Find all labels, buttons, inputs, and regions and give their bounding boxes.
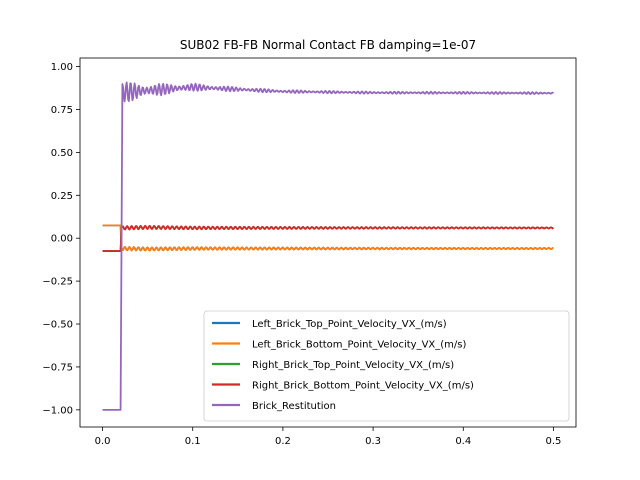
series-line-4 [102,224,554,252]
x-tick-label: 0.4 [455,436,471,447]
y-tick-label: 0.50 [51,148,73,159]
legend: Left_Brick_Top_Point_Velocity_VX_(m/s) Le… [203,310,570,422]
y-tick-label: −0.50 [42,320,73,331]
plot-frame [79,57,577,428]
y-tick-label: 0.00 [51,234,73,245]
x-axis: 0.0 0.1 0.2 0.3 0.4 0.5 [95,427,562,447]
legend-box [203,310,570,422]
x-tick-label: 0.1 [185,436,201,447]
y-axis: 1.00 0.75 0.50 0.25 0.00 −0.25 −0.50 −0.75 −1.00 [42,62,80,416]
x-tick-label: 0.0 [95,436,111,447]
legend-label-4: Right_Brick_Bottom_Point_Velocity_VX_(m/… [252,381,474,392]
legend-label-2: Left_Brick_Bottom_Point_Velocity_VX_(m/s… [252,340,467,351]
series-line-5 [102,81,555,411]
legend-label-1: Left_Brick_Top_Point_Velocity_VX_(m/s) [252,319,447,330]
y-tick-label: 0.25 [51,191,73,202]
chart-title: SUB02 FB-FB Normal Contact FB damping=1e… [180,38,476,52]
x-tick-label: 0.5 [546,436,562,447]
plot-lines [102,81,555,411]
y-tick-label: −0.25 [42,277,73,288]
y-tick-label: −1.00 [42,405,73,416]
y-tick-label: 1.00 [51,62,73,73]
legend-label-5: Brick_Restitution [252,401,336,412]
legend-label-3: Right_Brick_Top_Point_Velocity_VX_(m/s) [252,360,454,371]
y-tick-label: 0.75 [51,105,73,116]
x-tick-label: 0.2 [275,436,291,447]
y-tick-label: −0.75 [42,362,73,373]
x-tick-label: 0.3 [365,436,381,447]
series-line-2 [102,224,554,252]
